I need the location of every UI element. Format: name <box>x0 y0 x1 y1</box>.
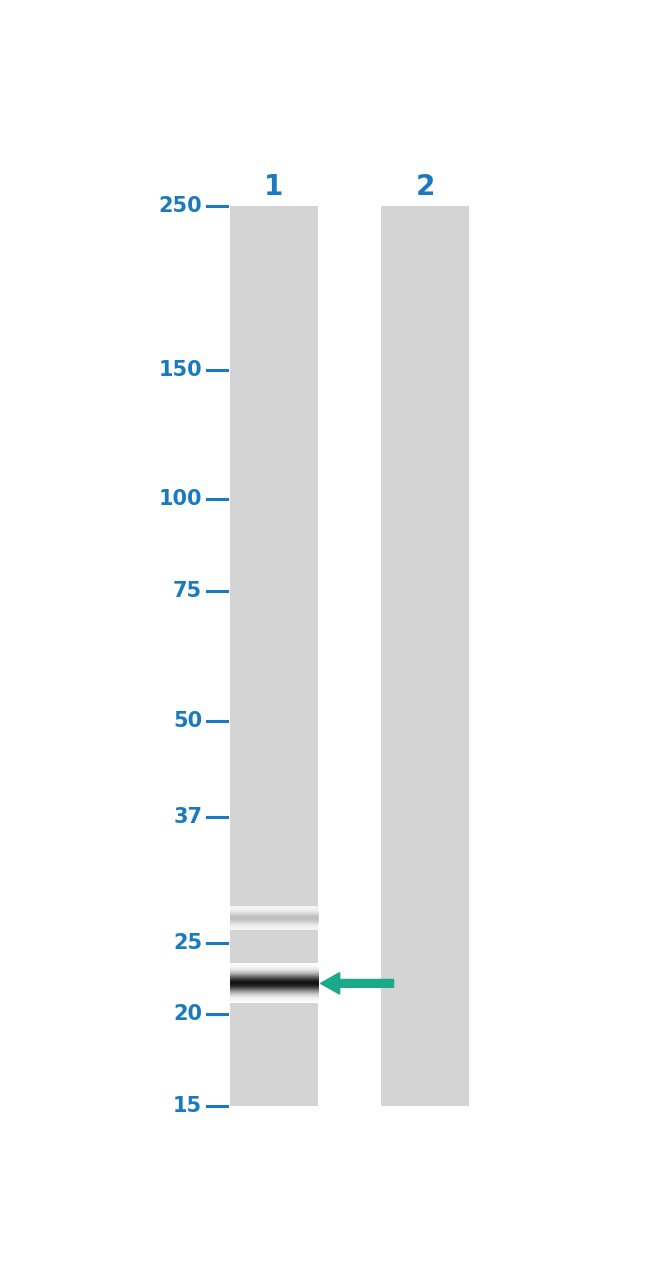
Text: 20: 20 <box>173 1003 202 1024</box>
Text: 250: 250 <box>159 196 202 216</box>
Text: 2: 2 <box>415 173 435 201</box>
Bar <box>381 206 469 1106</box>
Bar <box>230 206 318 1106</box>
Text: 75: 75 <box>173 582 202 601</box>
Text: 100: 100 <box>159 489 202 509</box>
Text: 15: 15 <box>173 1096 202 1116</box>
Text: 37: 37 <box>173 808 202 827</box>
Text: 25: 25 <box>173 932 202 952</box>
Text: 150: 150 <box>159 359 202 380</box>
Text: 50: 50 <box>173 711 202 730</box>
Text: 1: 1 <box>265 173 283 201</box>
FancyArrow shape <box>320 973 393 994</box>
